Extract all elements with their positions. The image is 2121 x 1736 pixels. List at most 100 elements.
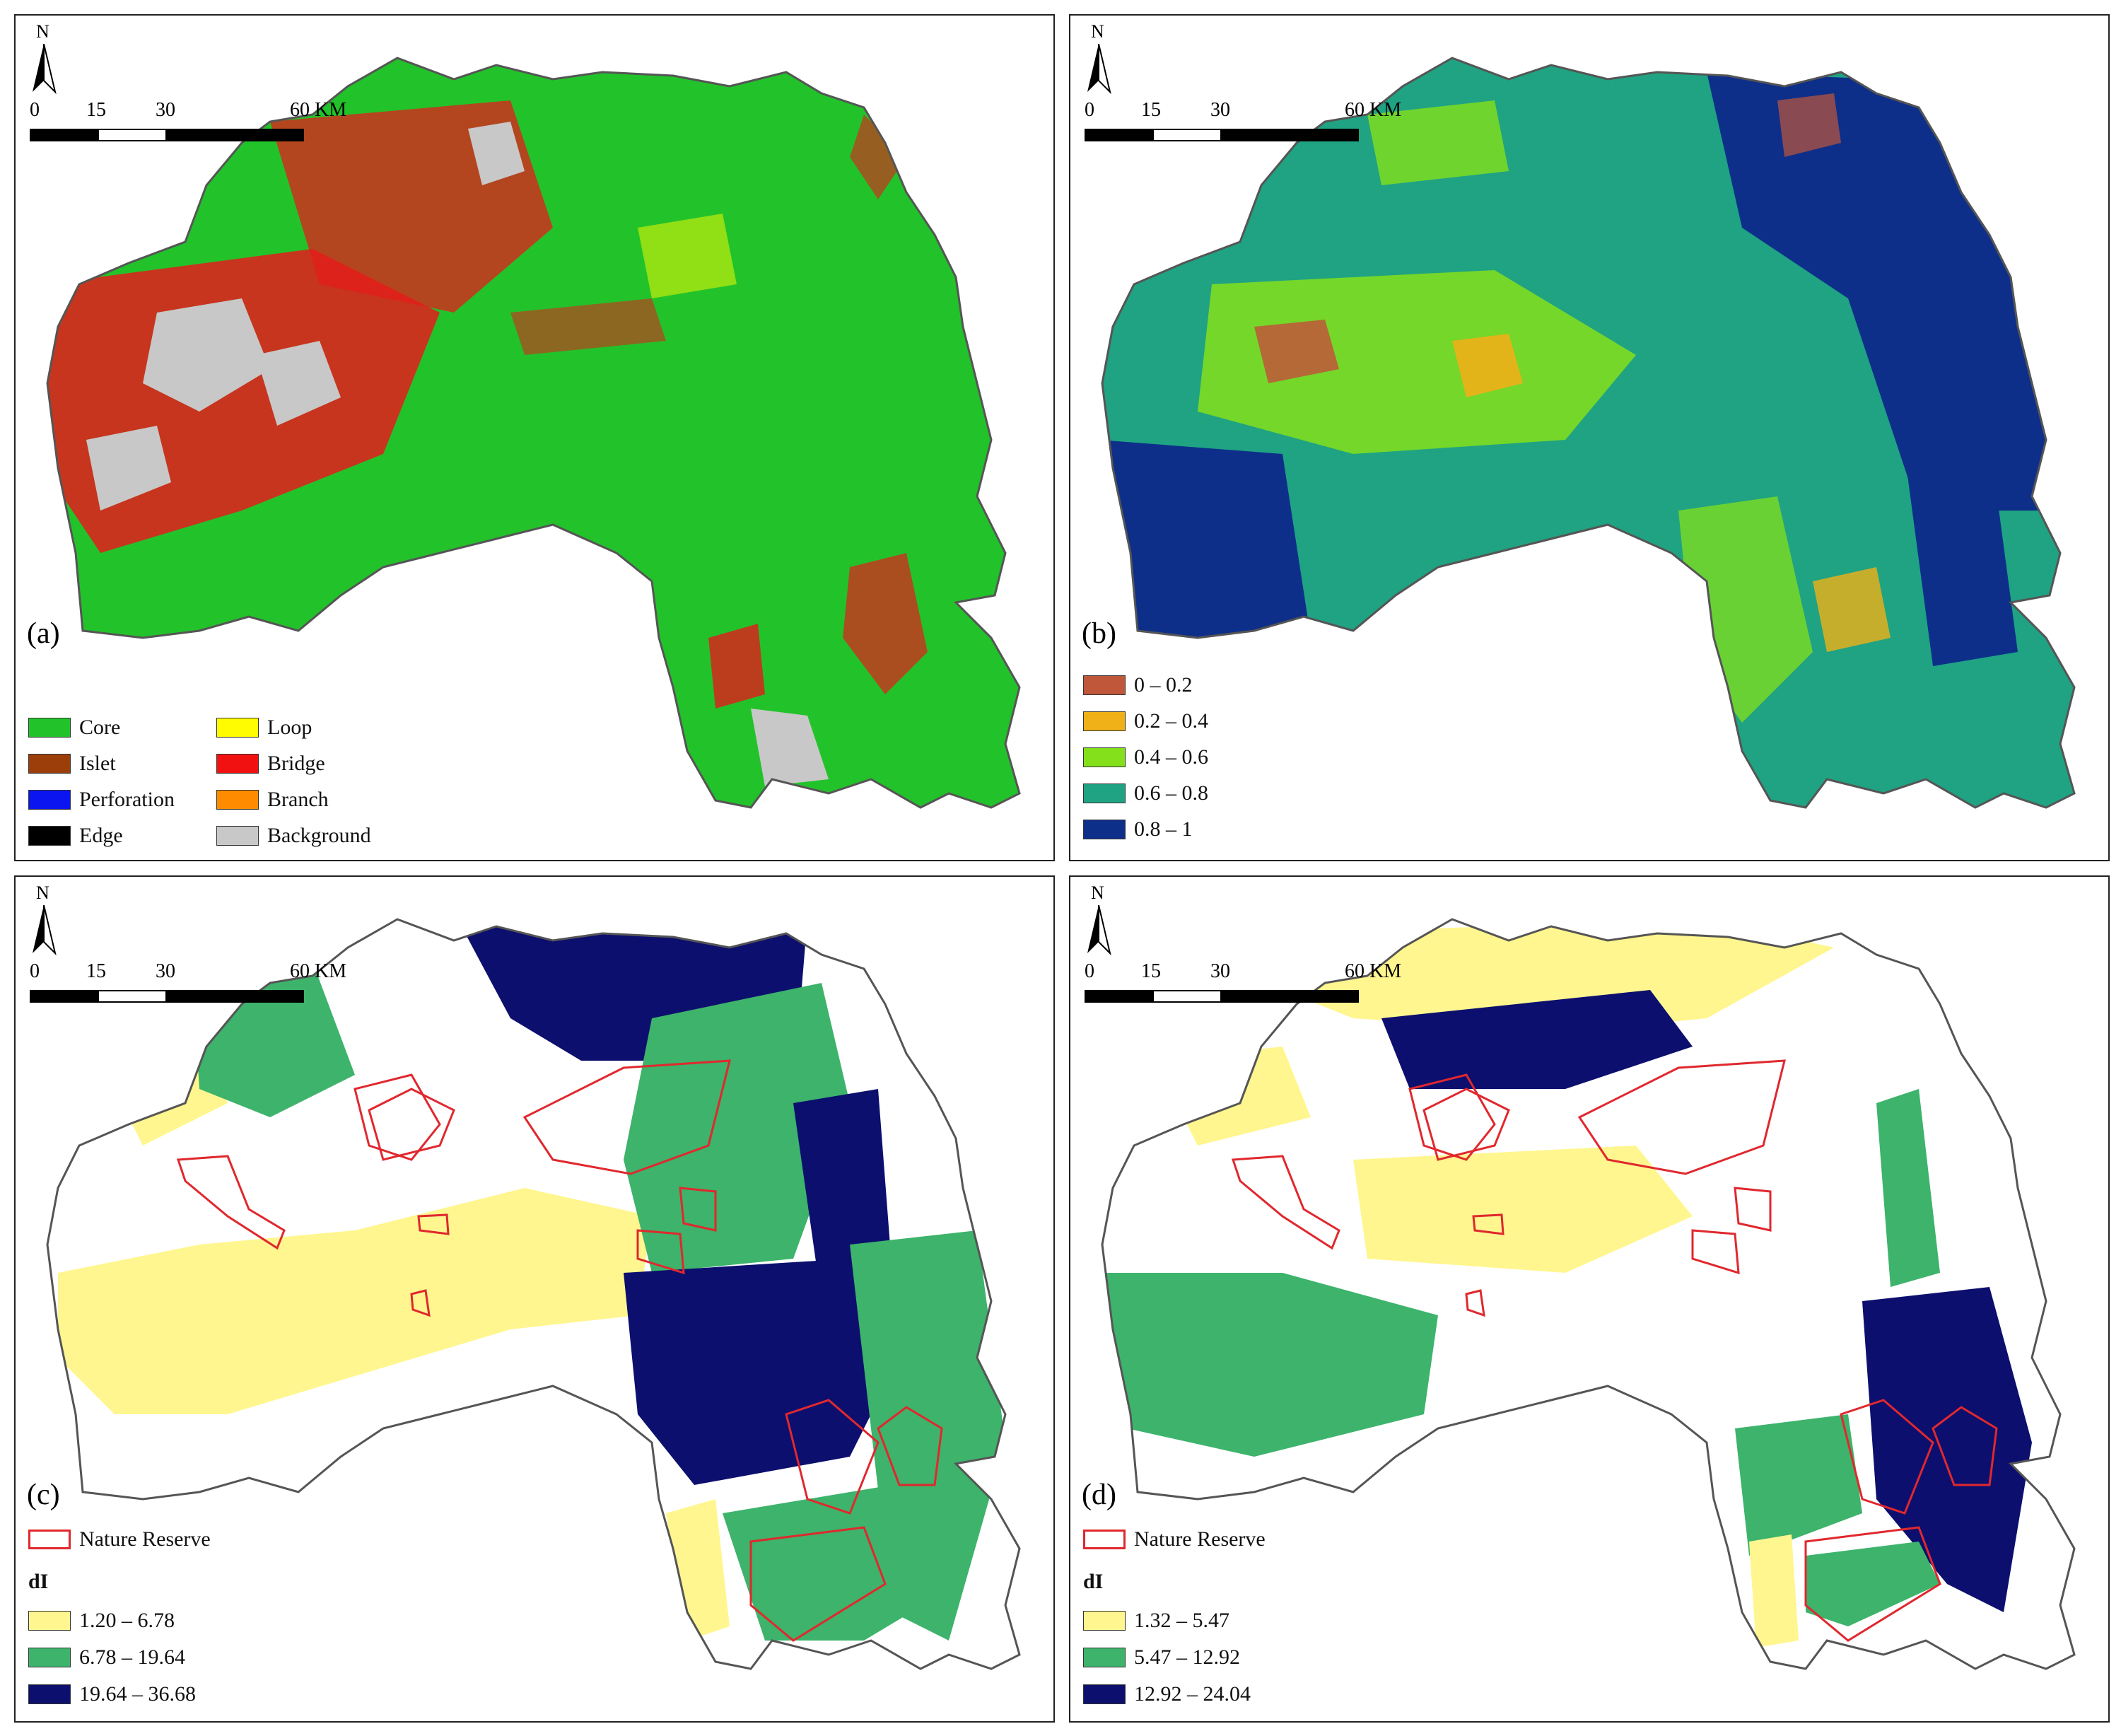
scale-tick: 15 xyxy=(86,99,106,121)
scale-bar-c: 0 15 30 60 KM xyxy=(30,960,397,1017)
legend-label: 0.2 – 0.4 xyxy=(1134,709,1208,733)
legend-label: Nature Reserve xyxy=(79,1527,211,1551)
scale-tick: 30 xyxy=(156,99,175,121)
panel-label: (a) xyxy=(27,617,60,650)
legend-label: Branch xyxy=(267,788,329,811)
north-arrow-icon xyxy=(33,44,57,95)
legend-swatch xyxy=(1083,1648,1126,1667)
scale-bar-b: 0 15 30 60 KM xyxy=(1085,99,1452,156)
scale-tick: 60 KM xyxy=(290,960,347,982)
scale-segment xyxy=(30,129,99,141)
scale-tick: 15 xyxy=(86,960,106,982)
scale-tick: 30 xyxy=(1210,99,1230,121)
legend-label: Islet xyxy=(79,752,116,775)
legend-heading: dI xyxy=(28,1570,49,1593)
legend-heading: dI xyxy=(1083,1570,1104,1593)
north-arrow-icon xyxy=(1087,44,1111,95)
panel-a: N 0 15 30 60 KM (a) Core Islet Perforati… xyxy=(14,14,1055,861)
scale-tick: 0 xyxy=(1085,99,1094,121)
legend-swatch xyxy=(1083,1684,1126,1704)
legend-swatch xyxy=(1083,675,1126,695)
legend-swatch xyxy=(1083,1611,1126,1631)
legend-swatch xyxy=(28,1684,71,1704)
scale-segment xyxy=(1220,990,1359,1003)
map-d xyxy=(1101,918,2076,1670)
north-label: N xyxy=(1091,21,1104,42)
legend-swatch xyxy=(1083,711,1126,731)
legend-label: 0.6 – 0.8 xyxy=(1134,781,1208,805)
map-a xyxy=(46,57,1021,809)
scale-tick: 15 xyxy=(1141,960,1161,982)
scale-tick: 0 xyxy=(30,960,40,982)
scale-segment xyxy=(165,129,304,141)
legend-label: Background xyxy=(267,824,371,847)
panel-label: (c) xyxy=(27,1479,60,1511)
legend-label: 12.92 – 24.04 xyxy=(1134,1682,1251,1706)
legend-swatch xyxy=(28,754,71,774)
legend-label: 5.47 – 12.92 xyxy=(1134,1645,1240,1669)
legend-swatch xyxy=(28,1611,71,1631)
legend-swatch xyxy=(28,790,71,810)
north-label: N xyxy=(1091,882,1104,903)
scale-tick: 0 xyxy=(1085,960,1094,982)
legend-swatch xyxy=(1083,783,1126,803)
legend-label: 0 – 0.2 xyxy=(1134,673,1193,697)
scale-tick: 60 KM xyxy=(1345,960,1402,982)
scale-segment xyxy=(1085,129,1154,141)
legend-label: Nature Reserve xyxy=(1134,1527,1266,1551)
panel-c: N 0 15 30 60 KM (c) Nature Reserve dI 1.… xyxy=(14,875,1055,1723)
panel-d: N 0 15 30 60 KM (d) Nature Reserve dI 1.… xyxy=(1069,875,2110,1723)
scale-segment xyxy=(98,129,167,141)
legend-label: 0.8 – 1 xyxy=(1134,817,1193,841)
legend-swatch xyxy=(28,718,71,738)
north-arrow-d: N xyxy=(1085,882,1113,957)
legend-label: Bridge xyxy=(267,752,325,775)
scale-tick: 30 xyxy=(1210,960,1230,982)
scale-segment xyxy=(165,990,304,1003)
legend-swatch xyxy=(28,1648,71,1667)
legend-swatch xyxy=(216,754,259,774)
legend-swatch xyxy=(1083,747,1126,767)
scale-bar-a: 0 15 30 60 KM xyxy=(30,99,397,156)
panel-b: N 0 15 30 60 KM (b) 0 – 0.2 0.2 – 0.4 0.… xyxy=(1069,14,2110,861)
north-arrow-a: N xyxy=(30,21,58,95)
scale-tick: 60 KM xyxy=(290,99,347,121)
legend-label: Perforation xyxy=(79,788,175,811)
map-b xyxy=(1101,57,2076,809)
legend-label: Edge xyxy=(79,824,123,847)
scale-segment xyxy=(30,990,99,1003)
panel-label: (b) xyxy=(1082,617,1116,650)
legend-label: 1.32 – 5.47 xyxy=(1134,1609,1229,1632)
north-arrow-c: N xyxy=(30,882,58,957)
legend-swatch xyxy=(28,826,71,846)
legend-swatch xyxy=(216,790,259,810)
scale-tick: 60 KM xyxy=(1345,99,1402,121)
legend-label: 6.78 – 19.64 xyxy=(79,1645,185,1669)
nature-reserve-swatch xyxy=(28,1530,71,1549)
legend-swatch xyxy=(216,718,259,738)
north-arrow-b: N xyxy=(1085,21,1113,95)
scale-tick: 30 xyxy=(156,960,175,982)
north-arrow-icon xyxy=(33,905,57,956)
map-c xyxy=(46,918,1021,1670)
scale-segment xyxy=(1085,990,1154,1003)
legend-label: Core xyxy=(79,716,121,739)
north-arrow-icon xyxy=(1087,905,1111,956)
north-label: N xyxy=(36,21,49,42)
scale-tick: 0 xyxy=(30,99,40,121)
panel-label: (d) xyxy=(1082,1479,1116,1511)
scale-segment xyxy=(1152,129,1222,141)
nature-reserve-outlines xyxy=(176,1059,943,1642)
legend-swatch xyxy=(1083,820,1126,839)
legend-label: 0.4 – 0.6 xyxy=(1134,745,1208,769)
legend-label: 1.20 – 6.78 xyxy=(79,1609,175,1632)
nature-reserve-outlines xyxy=(1231,1059,1998,1642)
legend-label: Loop xyxy=(267,716,312,739)
scale-segment xyxy=(1152,990,1222,1003)
legend-swatch xyxy=(216,826,259,846)
legend-label: 19.64 – 36.68 xyxy=(79,1682,196,1706)
nature-reserve-swatch xyxy=(1083,1530,1126,1549)
scale-segment xyxy=(1220,129,1359,141)
scale-segment xyxy=(98,990,167,1003)
scale-tick: 15 xyxy=(1141,99,1161,121)
